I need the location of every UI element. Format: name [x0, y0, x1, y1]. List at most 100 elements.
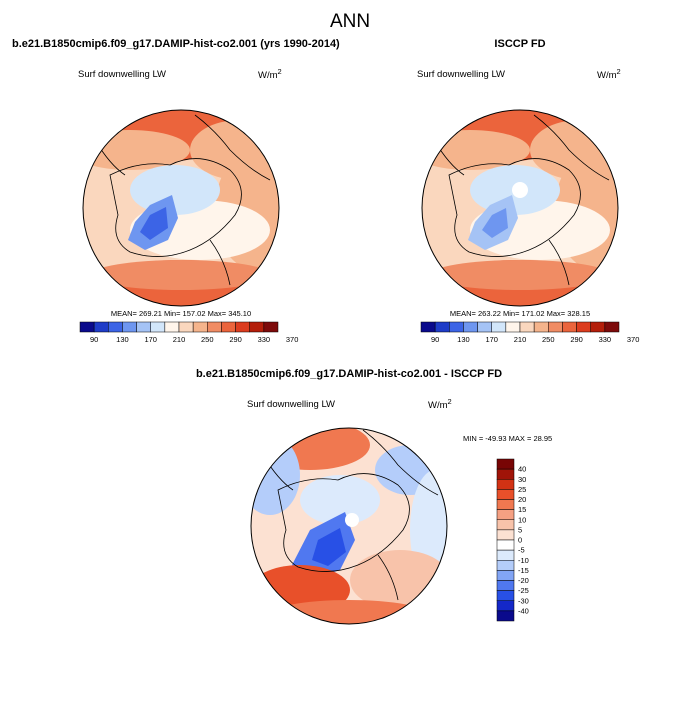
variable-label-model: Surf downwelling LW: [78, 69, 166, 80]
colorbar-tick-label: 170: [485, 335, 498, 344]
colorbar-tick-label: 170: [144, 335, 157, 344]
colorbar-tick-label: -5: [518, 546, 525, 555]
colorbar-swatch: [496, 570, 515, 581]
stats-diff: MIN = -49.93 MAX = 28.95: [463, 434, 552, 443]
colorbar-swatch: [496, 610, 515, 622]
colorbar-swatch: [496, 560, 515, 571]
colorbar-swatch: [108, 321, 123, 333]
colorbar-tick-label: 90: [431, 335, 439, 344]
colorbar-tick-label: 90: [90, 335, 98, 344]
map-boundary-obs: [421, 109, 619, 307]
polar-map-diff: [251, 428, 447, 624]
colorbar-swatch: [496, 519, 515, 531]
colorbar-swatch: [496, 600, 515, 612]
colorbar-tick-label: 25: [518, 485, 526, 494]
panel-model: b.e21.B1850cmip6.f09_g17.DAMIP-hist-co2.…: [12, 38, 340, 344]
colorbar-swatch: [604, 321, 620, 333]
polar-map-model: [83, 110, 279, 306]
colorbar-tick-label: 250: [201, 335, 214, 344]
colorbar-swatch: [491, 321, 507, 333]
units-label-obs: W/m2: [597, 67, 621, 81]
colorbar-swatch: [79, 321, 95, 333]
colorbar-swatch: [178, 321, 194, 333]
colorbar-swatch: [136, 321, 151, 333]
panel-title-obs: ISCCP FD: [494, 38, 545, 50]
colorbar-tick-label: 30: [518, 475, 526, 484]
colorbar-tick-label: 15: [518, 505, 526, 514]
colorbar-tick-label: 40: [518, 465, 526, 474]
colorbar-swatch: [235, 321, 250, 333]
main-title: ANN: [330, 11, 370, 32]
stats-obs: MEAN= 263.22 Min= 171.02 Max= 328.15: [450, 309, 590, 318]
colorbar-tick-label: 290: [229, 335, 242, 344]
colorbar-tick-label: 330: [258, 335, 271, 344]
colorbar-swatch: [496, 539, 515, 551]
colorbar-swatch: [496, 529, 515, 541]
colorbar-swatch: [221, 321, 236, 333]
colorbar-tick-label: 210: [514, 335, 527, 344]
stats-model: MEAN= 269.21 Min= 157.02 Max= 345.10: [111, 309, 251, 318]
colorbar-tick-label: -10: [518, 556, 529, 565]
colorbar-obs: 90 130 170 210 250 290 330 370: [420, 321, 640, 344]
colorbar-tick-label: 370: [627, 335, 640, 344]
map-boundary-model: [82, 109, 280, 307]
colorbar-swatch: [420, 321, 436, 333]
variable-label-obs: Surf downwelling LW: [417, 69, 505, 80]
colorbar-tick-label: 290: [570, 335, 583, 344]
colorbar-swatch: [93, 321, 109, 333]
units-label-diff: W/m2: [428, 397, 452, 411]
colorbar-swatch: [562, 321, 577, 333]
colorbar-swatch: [496, 580, 515, 591]
colorbar-tick-label: 370: [286, 335, 299, 344]
colorbar-swatch: [263, 321, 279, 333]
colorbar-swatch: [164, 321, 180, 333]
panel-title-diff: b.e21.B1850cmip6.f09_g17.DAMIP-hist-co2.…: [196, 368, 502, 380]
colorbar-swatch: [477, 321, 492, 333]
colorbar-tick-label: -25: [518, 586, 529, 595]
colorbar-swatch: [207, 321, 222, 333]
colorbar-swatch: [249, 321, 265, 333]
panel-diff: b.e21.B1850cmip6.f09_g17.DAMIP-hist-co2.…: [196, 368, 552, 625]
colorbar-swatch: [533, 321, 549, 333]
colorbar-tick-label: -20: [518, 576, 529, 585]
map-boundary-diff: [250, 427, 448, 625]
colorbar-tick-label: 0: [518, 536, 522, 545]
colorbar-tick-label: 5: [518, 525, 522, 534]
colorbar-tick-label: -15: [518, 566, 529, 575]
colorbar-swatch: [496, 499, 515, 510]
colorbar-swatch: [496, 479, 515, 490]
colorbar-tick-label: 130: [457, 335, 470, 344]
colorbar-model: 90 130 170 210 250 290 330 370: [79, 321, 299, 344]
colorbar-tick-label: 130: [116, 335, 129, 344]
colorbar-tick-label: 210: [173, 335, 186, 344]
colorbar-swatch: [150, 321, 166, 333]
colorbar-swatch: [434, 321, 450, 333]
panel-obs: ISCCP FD Surf downwelling LW W/m2 MEAN= …: [417, 38, 640, 344]
variable-label-diff: Surf downwelling LW: [247, 399, 335, 410]
colorbar-swatch: [496, 549, 515, 561]
panel-title-model: b.e21.B1850cmip6.f09_g17.DAMIP-hist-co2.…: [12, 38, 340, 50]
colorbar-swatch: [496, 590, 515, 601]
colorbar-swatch: [496, 509, 515, 520]
colorbar-tick-label: 10: [518, 515, 526, 524]
colorbar-tick-label: -30: [518, 596, 529, 605]
colorbar-swatch: [496, 468, 515, 480]
colorbar-swatch: [590, 321, 606, 333]
colorbar-swatch: [519, 321, 535, 333]
polar-map-obs: [422, 110, 618, 306]
colorbar-swatch: [449, 321, 464, 333]
colorbar-tick-label: 250: [542, 335, 555, 344]
colorbar-tick-label: -40: [518, 606, 529, 615]
units-label-model: W/m2: [258, 67, 282, 81]
colorbar-swatch: [548, 321, 563, 333]
colorbar-swatch: [463, 321, 478, 333]
colorbar-swatch: [192, 321, 208, 333]
colorbar-swatch: [576, 321, 591, 333]
colorbar-tick-label: 20: [518, 495, 526, 504]
colorbar-swatch: [122, 321, 137, 333]
colorbar-tick-label: 330: [599, 335, 612, 344]
colorbar-swatch: [496, 489, 515, 500]
colorbar-swatch: [505, 321, 521, 333]
